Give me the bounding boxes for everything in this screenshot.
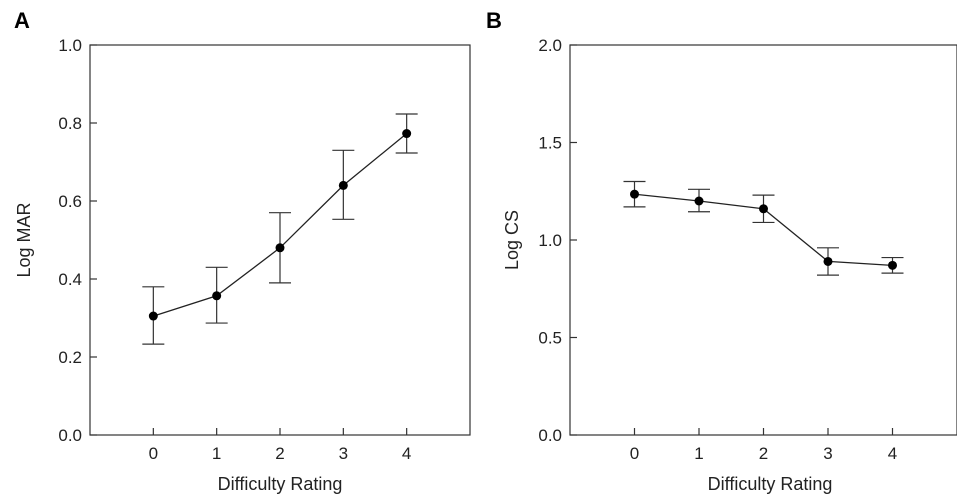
panel-b: B 0.0 0.5 1.0 1.5 2.0 0 1 2 3 4 Difficulty Rating Lo… [486,8,957,494]
panel-a: A 0.0 0.2 0.4 0.6 0.8 1.0 0 1 2 3 4 Difficulty Ratin… [14,8,471,494]
data-point [694,196,704,206]
y-tick-label: 1.0 [538,231,562,250]
y-tick-label: 0.5 [538,329,562,348]
y-tick-label: 1.5 [538,134,562,153]
y-tick-label: 2.0 [538,36,562,55]
y-tick-label: 1.0 [58,36,82,55]
y-tick-label: 0.2 [58,348,82,367]
x-tick-label: 2 [759,444,768,463]
y-tick-label: 0.0 [538,426,562,445]
y-tick-label: 0.0 [58,426,82,445]
data-point [888,260,897,270]
x-tick-label: 4 [888,444,897,463]
x-axis-label: Difficulty Rating [218,474,343,494]
x-tick-label: 0 [149,444,158,463]
x-tick-label: 1 [212,444,221,463]
y-tick-label: 0.8 [58,114,82,133]
x-tick-label: 3 [823,444,832,463]
plot-frame [569,44,957,436]
data-point [338,180,348,190]
data-point [759,204,768,214]
panel-label: A [14,8,30,33]
data-point [212,291,222,301]
data-point [823,256,833,266]
x-tick-label: 3 [339,444,348,463]
y-tick-label: 0.4 [58,270,82,289]
y-axis-label: Log CS [502,210,522,270]
data-point [275,243,285,253]
y-tick-label: 0.6 [58,192,82,211]
x-tick-label: 0 [630,444,639,463]
panel-label: B [486,8,502,33]
x-tick-label: 4 [402,444,411,463]
x-tick-label: 1 [694,444,703,463]
data-point [148,311,158,321]
x-tick-label: 2 [275,444,284,463]
data-point [402,129,412,139]
x-axis-label: Difficulty Rating [708,474,833,494]
data-point [630,189,639,199]
y-axis-label: Log MAR [14,202,34,277]
